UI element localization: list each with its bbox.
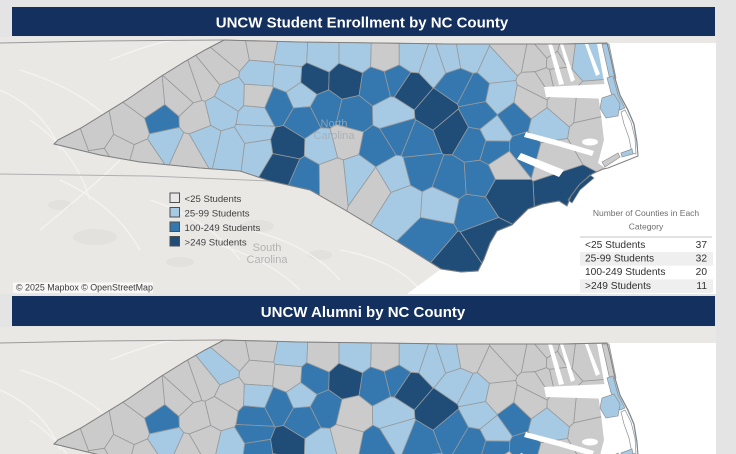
- svg-text:Category: Category: [629, 222, 664, 232]
- svg-text:© 2025 Mapbox © OpenStreetMap: © 2025 Mapbox © OpenStreetMap: [16, 283, 153, 293]
- svg-text:<25 Students: <25 Students: [185, 194, 242, 205]
- svg-text:20: 20: [696, 267, 708, 278]
- svg-text:11: 11: [696, 281, 707, 292]
- svg-text:UNCW Alumni by NC County: UNCW Alumni by NC County: [261, 304, 466, 321]
- svg-text:UNCW Student Enrollment by NC: UNCW Student Enrollment by NC County: [216, 15, 509, 32]
- svg-text:25-99 Students: 25-99 Students: [585, 254, 654, 265]
- svg-text:South: South: [253, 242, 282, 254]
- svg-text:Number of Counties in Each: Number of Counties in Each: [593, 208, 700, 218]
- svg-text:>249 Students: >249 Students: [185, 238, 247, 249]
- svg-text:>249 Students: >249 Students: [585, 281, 651, 292]
- svg-text:100-249 Students: 100-249 Students: [585, 267, 665, 278]
- svg-text:37: 37: [696, 240, 708, 251]
- svg-text:25-99 Students: 25-99 Students: [185, 209, 250, 220]
- svg-text:Carolina: Carolina: [314, 130, 356, 142]
- svg-text:Carolina: Carolina: [247, 254, 289, 266]
- svg-text:100-249 Students: 100-249 Students: [185, 223, 261, 234]
- svg-text:32: 32: [696, 254, 708, 265]
- svg-text:North: North: [321, 118, 348, 130]
- svg-text:<25 Students: <25 Students: [585, 240, 645, 251]
